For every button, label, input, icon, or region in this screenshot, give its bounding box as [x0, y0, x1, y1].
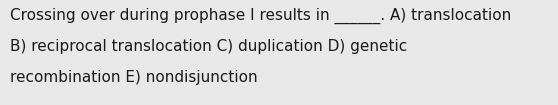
Text: B) reciprocal translocation C) duplication D) genetic: B) reciprocal translocation C) duplicati… [10, 39, 407, 54]
Text: recombination E) nondisjunction: recombination E) nondisjunction [10, 70, 258, 85]
Text: Crossing over during prophase I results in ______. A) translocation: Crossing over during prophase I results … [10, 7, 511, 24]
